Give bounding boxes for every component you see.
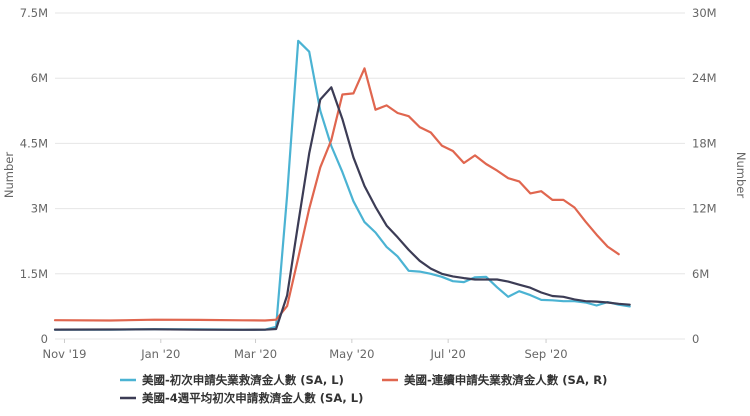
x-axis-tick-labels: Nov '19 Jan '20 Mar '20 May '20 Jul '20 Sep '…	[43, 339, 568, 361]
left-y-tick-label: 6M	[31, 71, 48, 85]
left-y-tick-label: 1.5M	[20, 267, 48, 281]
right-axis-tick-labels: 0 6M 12M 18M 24M 30M	[692, 6, 717, 346]
x-tick-label: May '20	[329, 347, 374, 361]
x-tick-label: Sep '20	[524, 347, 567, 361]
right-y-tick-label: 6M	[692, 267, 709, 281]
series-lines	[53, 39, 631, 331]
left-y-tick-label: 3M	[31, 202, 48, 216]
legend-item-2[interactable]: 美國-連續申請失業救濟金人數 (SA, R)	[382, 373, 607, 387]
left-axis-title: Number	[2, 152, 16, 198]
legend-item-3[interactable]: 美國-4週平均初次申請救濟金人數 (SA, L)	[120, 391, 363, 405]
gridlines	[55, 12, 685, 340]
series-line-2	[53, 67, 620, 322]
right-y-tick-label: 0	[692, 332, 699, 346]
left-y-tick-label: 0	[41, 332, 48, 346]
legend-label: 美國-初次申請失業救濟金人數 (SA, L)	[142, 373, 344, 387]
left-y-tick-label: 7.5M	[20, 6, 48, 20]
x-tick-label: Jul '20	[429, 347, 465, 361]
legend-label: 美國-連續申請失業救濟金人數 (SA, R)	[404, 373, 607, 387]
right-axis-title: Number	[734, 152, 748, 198]
right-y-tick-label: 30M	[692, 6, 717, 20]
left-y-tick-label: 4.5M	[20, 136, 48, 150]
right-y-tick-label: 18M	[692, 136, 717, 150]
x-tick-label: Nov '19	[43, 347, 87, 361]
left-axis-tick-labels: 0 1.5M 3M 4.5M 6M 7.5M	[20, 6, 48, 346]
legend-item-1[interactable]: 美國-初次申請失業救濟金人數 (SA, L)	[120, 373, 344, 387]
legend-label: 美國-4週平均初次申請救濟金人數 (SA, L)	[142, 391, 363, 405]
right-y-tick-label: 24M	[692, 71, 717, 85]
series-line-3	[53, 86, 631, 331]
x-tick-label: Jan '20	[140, 347, 180, 361]
series-line-1	[53, 39, 631, 331]
right-y-tick-label: 12M	[692, 202, 717, 216]
legend: 美國-初次申請失業救濟金人數 (SA, L) 美國-連續申請失業救濟金人數 (SA…	[120, 373, 607, 405]
x-tick-label: Mar '20	[234, 347, 277, 361]
